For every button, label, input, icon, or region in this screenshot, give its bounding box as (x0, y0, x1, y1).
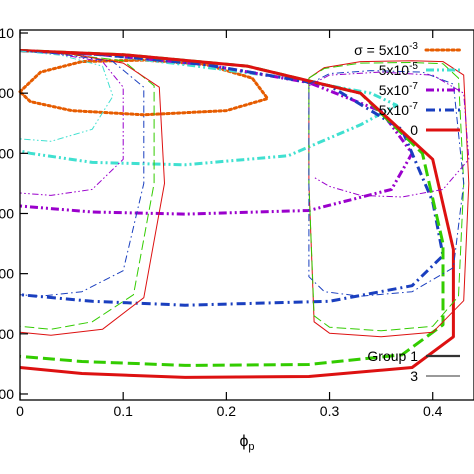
y-tick-label: 00 (0, 326, 14, 342)
series-curve-12-group-3 (308, 60, 470, 338)
series-curve-6-group-1 (19, 49, 455, 379)
series-curve-10-group-3 (19, 50, 124, 196)
y-tick-label: 00 (0, 145, 14, 161)
legend-label: 5x10-7 (379, 81, 419, 98)
plot-frame (19, 29, 474, 401)
x-tick-label: 0 (16, 403, 24, 419)
x-tick-label: 0.2 (217, 403, 237, 419)
series-curve-13-group-3 (308, 62, 465, 332)
x-tick-label: 0.1 (113, 403, 133, 419)
series-curve-14-group-3 (308, 70, 465, 297)
x-axis-title: ϕp (239, 433, 254, 453)
curves (18, 49, 470, 379)
group-legend-label: 3 (410, 368, 418, 384)
legend-label: 5x10-7 (379, 101, 419, 118)
series-curve-4-group-1 (19, 49, 445, 307)
series-curve-15-group-3 (308, 71, 470, 198)
group-legend: Group 1 3 (367, 348, 460, 384)
series-curve-2-group-1 (19, 49, 399, 167)
legend-label: 0 (410, 122, 418, 138)
y-tick-label: 00 (0, 266, 14, 282)
y-tick-label: 00 (0, 205, 14, 221)
x-tick-label: 0.4 (423, 403, 443, 419)
y-tick-label: 00 (0, 386, 14, 402)
legend-label: σ = 5x10-3 (354, 41, 418, 58)
y-tick-label: 00 (0, 85, 14, 101)
series-curve-3-group-1 (19, 49, 414, 216)
series-curve-1-group-1 (18, 58, 270, 117)
x-tick-label: 0.3 (320, 403, 340, 419)
y-tick-label: 10 (0, 25, 14, 41)
series-curve-9-group-3 (19, 50, 145, 297)
legend-label: 5x10-5 (379, 61, 419, 78)
ticks: 0 0.1 0.2 0.3 0.4 00 00 00 00 00 00 10 (0, 25, 443, 419)
legend: σ = 5x10-3 5x10-5 5x10-7 5x10-7 0 (354, 41, 462, 138)
group-legend-label: Group 1 (367, 348, 418, 364)
series-curve-11-group-3 (19, 50, 114, 142)
series-curve-8-group-3 (19, 50, 165, 336)
